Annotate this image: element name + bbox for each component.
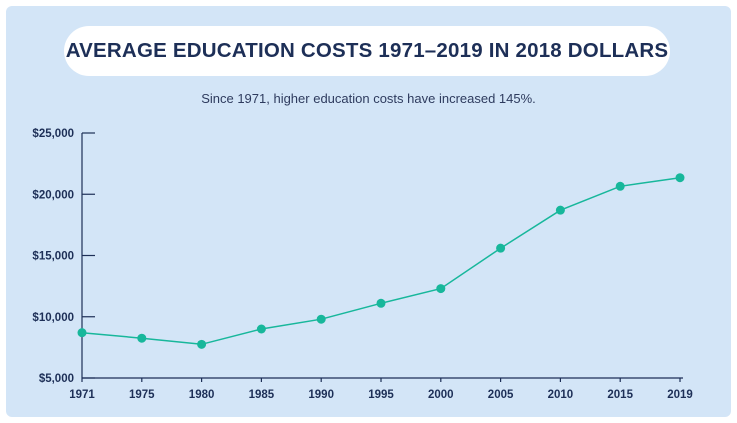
x-tick-label: 2015 xyxy=(607,389,633,401)
data-point xyxy=(137,333,147,343)
y-tick-label: $5,000 xyxy=(39,373,74,385)
x-tick-label: 1971 xyxy=(69,389,95,401)
x-tick-label: 2000 xyxy=(428,389,454,401)
data-point xyxy=(256,324,266,334)
data-point xyxy=(197,339,207,349)
chart-title: AVERAGE EDUCATION COSTS 1971–2019 IN 201… xyxy=(65,39,669,62)
series-line xyxy=(81,176,681,346)
data-point xyxy=(77,328,87,338)
x-tick-label: 1985 xyxy=(249,389,275,401)
x-tick-label: 2019 xyxy=(667,389,693,401)
y-tick-label: $10,000 xyxy=(32,312,74,324)
x-tick-label: 1995 xyxy=(368,389,394,401)
title-pill: AVERAGE EDUCATION COSTS 1971–2019 IN 201… xyxy=(64,26,670,76)
x-tick-label: 2010 xyxy=(548,389,574,401)
chart-subtitle: Since 1971, higher education costs have … xyxy=(201,91,536,106)
data-point xyxy=(496,243,506,253)
data-point xyxy=(436,284,446,294)
data-point xyxy=(675,173,685,183)
x-tick-label: 1990 xyxy=(308,389,334,401)
chart-frame: AVERAGE EDUCATION COSTS 1971–2019 IN 201… xyxy=(6,6,731,417)
x-tick-label: 1975 xyxy=(129,389,155,401)
data-point xyxy=(555,205,565,215)
y-tick-label: $25,000 xyxy=(32,128,74,140)
x-tick-label: 2005 xyxy=(488,389,514,401)
data-point xyxy=(376,298,386,308)
y-tick-label: $20,000 xyxy=(32,189,74,201)
data-point xyxy=(316,314,326,324)
y-tick-label: $15,000 xyxy=(32,251,74,263)
data-point xyxy=(615,181,625,191)
x-tick-label: 1980 xyxy=(189,389,215,401)
